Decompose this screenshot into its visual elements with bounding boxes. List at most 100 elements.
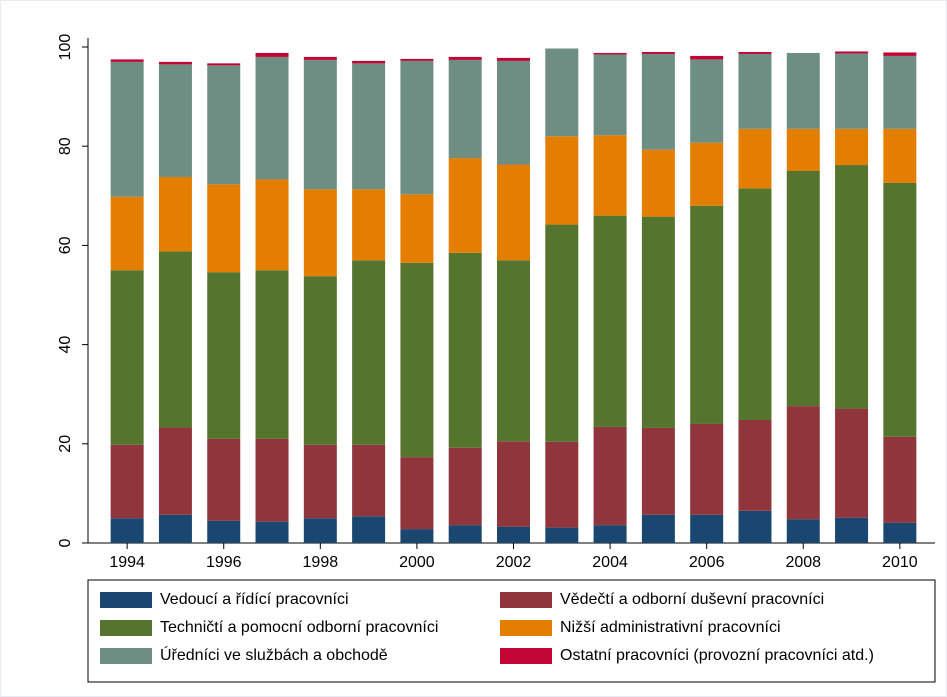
bar-segment — [497, 60, 530, 165]
bar-segment — [400, 58, 434, 61]
bar-segment — [448, 525, 482, 543]
bar-segment — [883, 128, 917, 183]
bar-segment — [738, 419, 772, 511]
bar-segment — [207, 184, 241, 273]
bar-segment — [835, 51, 869, 54]
bar-segment — [690, 423, 724, 515]
bar-segment — [835, 165, 869, 409]
bar-segment — [207, 520, 241, 543]
bar-segment — [303, 276, 337, 445]
bar-segment — [352, 63, 386, 190]
bar-segment — [593, 54, 627, 136]
x-tick-label: 1998 — [303, 554, 339, 571]
bar-segment — [835, 128, 869, 166]
legend-label: Vědečtí a odborní duševní pracovníci — [560, 591, 824, 608]
bar-segment — [110, 61, 144, 197]
legend-label: Ostatní pracovníci (provozní pracovníci … — [560, 647, 874, 664]
bar-segment — [641, 427, 675, 515]
bar-segment — [545, 136, 579, 225]
bar-segment — [255, 270, 289, 439]
y-tick-label: 100 — [57, 34, 74, 61]
bar-segment — [883, 182, 917, 437]
bar-segment — [593, 52, 627, 55]
y-tick-label: 80 — [57, 137, 74, 155]
bar-segment — [255, 521, 289, 543]
bar-segment — [545, 48, 579, 137]
bar-segment — [158, 514, 192, 543]
bar-segment — [158, 176, 192, 252]
bar-segment — [400, 262, 434, 458]
bar-segment — [352, 516, 386, 543]
bar-segment — [883, 55, 917, 129]
legend-label: Vedoucí a řídící pracovníci — [160, 591, 349, 608]
y-tick-label: 0 — [57, 538, 74, 547]
bar-segment — [738, 53, 772, 129]
bar-segment — [738, 510, 772, 543]
y-tick-label: 20 — [57, 435, 74, 453]
bar-segment — [593, 135, 627, 216]
bar-segment — [352, 260, 386, 445]
bar-segment — [448, 252, 482, 448]
x-tick-label: 2008 — [785, 554, 821, 571]
bar-segment — [835, 517, 869, 543]
bar-segment — [448, 56, 482, 60]
bar-segment — [786, 171, 820, 407]
bar-segment — [690, 205, 724, 424]
bar-segment — [786, 519, 820, 543]
bar-segment — [303, 444, 337, 519]
bar-segment — [690, 55, 724, 60]
legend-swatch — [500, 592, 552, 608]
x-tick-label: 2002 — [496, 554, 532, 571]
bar-segment — [835, 408, 869, 518]
bar-segment — [352, 189, 386, 261]
bar-segment — [641, 149, 675, 217]
bar-segment — [352, 444, 386, 517]
bar-segment — [883, 436, 917, 523]
bar-segment — [883, 52, 917, 56]
bar-segment — [545, 527, 579, 543]
bar-segment — [158, 251, 192, 428]
bar-segment — [497, 164, 530, 261]
bar-segment — [207, 65, 241, 185]
bar-segment — [593, 426, 627, 526]
bar-segment — [110, 518, 144, 543]
y-tick-label: 60 — [57, 236, 74, 254]
x-tick-label: 2010 — [882, 554, 918, 571]
bar-segment — [448, 59, 482, 159]
bar-segment — [497, 260, 530, 442]
x-tick-label: 1996 — [206, 554, 242, 571]
bar-segment — [738, 51, 772, 54]
bar-segment — [690, 514, 724, 543]
x-tick-label: 1994 — [109, 554, 145, 571]
bar-segment — [255, 438, 289, 522]
legend-swatch — [100, 648, 152, 664]
bar-segment — [400, 194, 434, 263]
bar-segment — [448, 158, 482, 253]
bar-segment — [400, 457, 434, 530]
bar-segment — [497, 441, 530, 527]
bar-segment — [641, 216, 675, 428]
bar-segment — [158, 427, 192, 515]
bar-segment — [303, 518, 337, 543]
bar-segment — [786, 128, 820, 171]
x-tick-label: 2004 — [592, 554, 628, 571]
bar-segment — [400, 529, 434, 543]
bar-segment — [158, 64, 192, 177]
bar-segment — [738, 188, 772, 420]
bar-segment — [883, 522, 917, 543]
bar-segment — [303, 56, 337, 60]
bar-segment — [593, 525, 627, 543]
bar-segment — [545, 441, 579, 528]
bar-segment — [690, 142, 724, 206]
bar-segment — [255, 56, 289, 180]
bar-segment — [690, 59, 724, 143]
bar-segment — [497, 57, 530, 61]
bar-segment — [448, 447, 482, 526]
bar-segment — [110, 270, 144, 445]
bar-segment — [110, 59, 144, 62]
bar-segment — [255, 179, 289, 271]
legend-label: Nižší administrativní pracovníci — [560, 619, 781, 636]
bar-segment — [207, 63, 241, 66]
legend-swatch — [500, 648, 552, 664]
